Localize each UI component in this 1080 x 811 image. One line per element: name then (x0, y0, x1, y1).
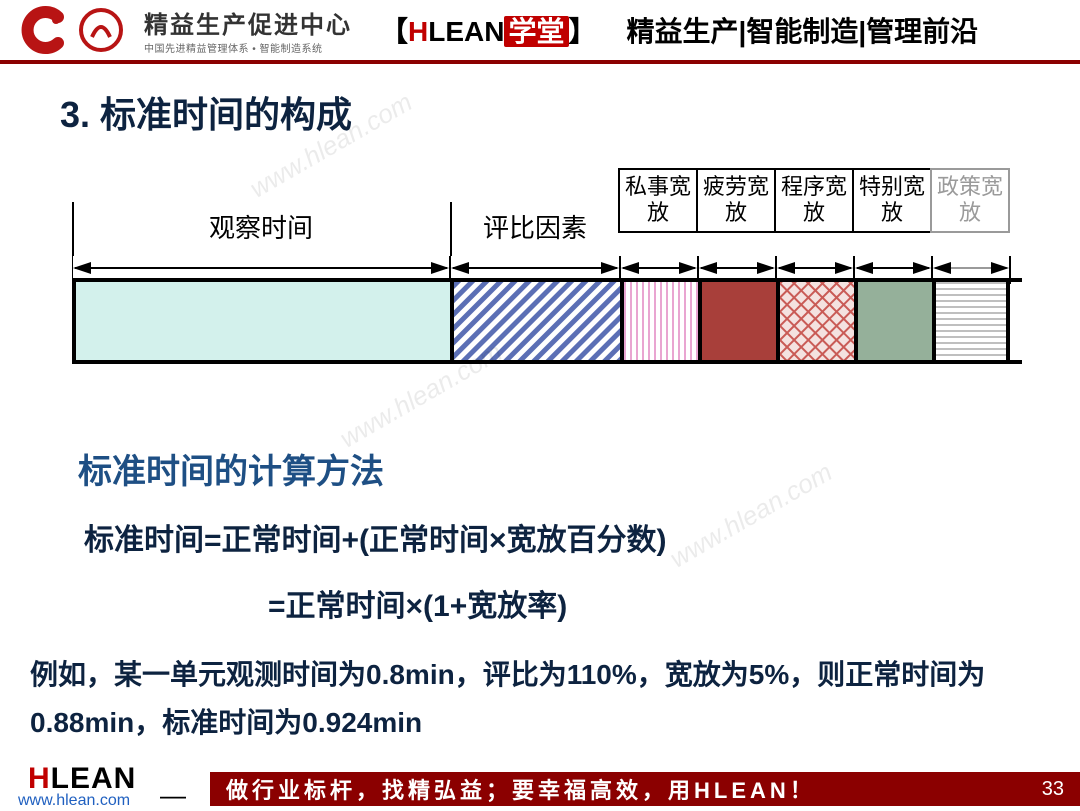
footer-brand-h: H (28, 762, 51, 795)
page-number: 33 (1042, 778, 1064, 801)
bracket-left: 【 (380, 16, 408, 47)
footer-strip: 做行业标杆，找精弘益；要幸福高效，用HLEAN！ 33 (210, 772, 1080, 806)
chart-box-label: 疲劳宽放 (696, 168, 776, 233)
chart-segment (854, 282, 932, 360)
chart-arrow-row (72, 256, 1022, 278)
chart-label-row: 观察时间 评比因素私事宽放疲劳宽放程序宽放特别宽放政策宽放 (72, 168, 1022, 256)
school-lean: LEAN (428, 16, 504, 47)
formula-title: 标准时间的计算方法 (78, 444, 1080, 493)
chart-segment (776, 282, 854, 360)
chart-segment (932, 282, 1010, 360)
formula-line-1: 标准时间=正常时间+(正常时间×宽放百分数) (84, 515, 1080, 559)
org-text: 精益生产促进中心 中国先进精益管理体系 • 智能制造系统 (144, 5, 352, 55)
footer: HLEAN — www.hlean.com 做行业标杆，找精弘益；要幸福高效，用… (0, 768, 1080, 810)
logo-c-icon (18, 5, 68, 55)
formula-example: 例如，某一单元观测时间为0.8min，评比为110%，宽放为5%，则正常时间为0… (30, 651, 1050, 746)
hlean-school-badge: 【HLEAN学堂】 (380, 10, 597, 50)
chart-segment (450, 282, 620, 360)
section-heading: 3. 标准时间的构成 (60, 86, 1080, 138)
chart-box-label: 政策宽放 (930, 168, 1010, 233)
chart-segment (72, 282, 450, 360)
bracket-right: 】 (569, 16, 597, 47)
chart-segment (620, 282, 698, 360)
footer-brand-rest: LEAN (51, 762, 137, 795)
org-sub: 中国先进精益管理体系 • 智能制造系统 (144, 40, 352, 55)
chart-box-label: 程序宽放 (774, 168, 854, 233)
header: 精益生产促进中心 中国先进精益管理体系 • 智能制造系统 【HLEAN学堂】 精… (0, 0, 1080, 64)
time-composition-chart: 观察时间 评比因素私事宽放疲劳宽放程序宽放特别宽放政策宽放 (72, 168, 1022, 364)
chart-box-label: 特别宽放 (852, 168, 932, 233)
chart-span-label: 观察时间 (191, 208, 331, 245)
school-xt: 学堂 (504, 16, 568, 47)
chart-span-label: 评比因素 (465, 208, 605, 245)
chart-bar-row (72, 278, 1022, 364)
formula-line-2: =正常时间×(1+宽放率) (268, 581, 1080, 625)
chart-segment (698, 282, 776, 360)
chart-box-label: 私事宽放 (618, 168, 698, 233)
org-title: 精益生产促进中心 (144, 5, 352, 40)
header-tags: 精益生产|智能制造|管理前沿 (627, 10, 979, 50)
logo-block: 精益生产促进中心 中国先进精益管理体系 • 智能制造系统 (18, 5, 352, 55)
formula-block: 标准时间的计算方法 标准时间=正常时间+(正常时间×宽放百分数) =正常时间×(… (78, 444, 1080, 625)
footer-logo: HLEAN — www.hlean.com (0, 768, 210, 810)
footer-dash: — (160, 780, 186, 811)
footer-url: www.hlean.com (18, 792, 130, 810)
footer-brand: HLEAN (28, 762, 136, 796)
logo-ring-icon (76, 5, 126, 55)
school-h: H (408, 16, 428, 47)
footer-motto: 做行业标杆，找精弘益；要幸福高效，用HLEAN！ (226, 773, 816, 805)
